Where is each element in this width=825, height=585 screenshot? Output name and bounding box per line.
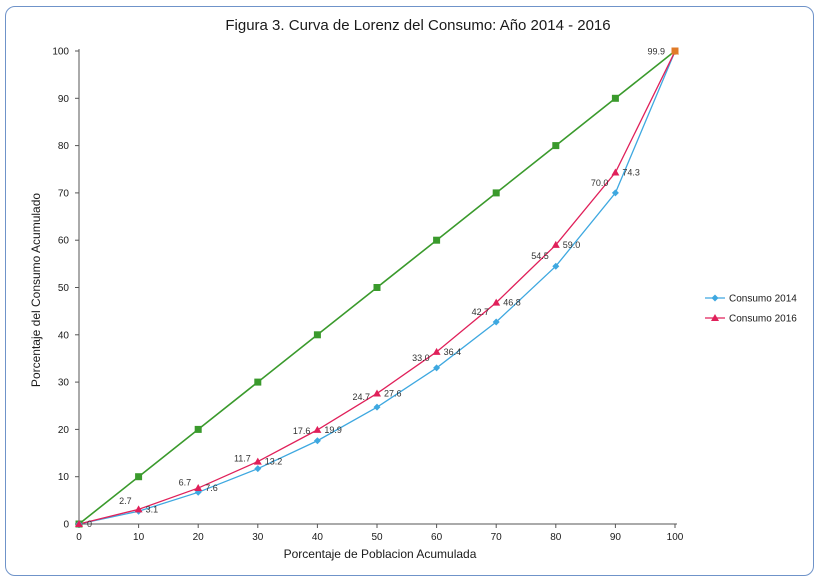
- data-label-2014: 42.7: [472, 307, 490, 317]
- series-2-point: [373, 389, 381, 397]
- series-2-point: [134, 505, 143, 513]
- x-tick-label: 90: [610, 532, 622, 543]
- y-tick-label: 40: [58, 330, 70, 341]
- data-label-2016: 27.6: [384, 388, 402, 398]
- chart-frame: [5, 6, 814, 576]
- data-label-2016: 13.2: [265, 457, 283, 467]
- data-label-2016: 74.3: [622, 168, 640, 178]
- data-label-2016: 7.6: [205, 483, 218, 493]
- data-label-2016: 19.9: [324, 425, 342, 435]
- series-2-point: [194, 484, 203, 492]
- series-1-point: [433, 364, 441, 372]
- series-0-point: [552, 142, 560, 150]
- y-tick-label: 70: [58, 188, 70, 199]
- series-2-point: [492, 298, 501, 306]
- series-0-point: [492, 189, 500, 197]
- series-2-point: [75, 520, 83, 527]
- x-tick-label: 70: [491, 532, 503, 543]
- data-labels: 0 2.7 6.7 11.7 17.6 24.7 33.0 42.7 54.5 70.0 99.9 3…: [87, 46, 665, 529]
- data-label-2016: 59.0: [563, 240, 581, 250]
- data-label-2014: 2.7: [119, 496, 132, 506]
- x-tick-label: 30: [252, 532, 264, 543]
- legend: Consumo 2014 Consumo 2016: [705, 294, 797, 325]
- y-tick-label: 0: [63, 520, 69, 531]
- data-label-2014: 11.7: [234, 454, 251, 464]
- data-label-2014: 24.7: [352, 392, 370, 402]
- series-0-point: [433, 236, 441, 244]
- series-2-point: [253, 457, 262, 465]
- y-axis-label: Porcentaje del Consumo Acumulado: [29, 193, 43, 387]
- series-2-point: [551, 240, 560, 248]
- series-1-point: [373, 403, 381, 411]
- series-2-point: [611, 168, 620, 176]
- legend-label: Consumo 2016: [729, 314, 797, 325]
- data-label-2014: 33.0: [412, 353, 430, 363]
- series-1-point: [313, 437, 321, 445]
- data-label-2014: 54.5: [531, 251, 549, 261]
- series-0-point: [373, 284, 381, 291]
- y-tick-label: 80: [58, 141, 70, 152]
- data-label-2016: 46.8: [503, 298, 521, 308]
- x-tick-label: 60: [431, 532, 443, 543]
- y-tick-label: 30: [58, 378, 70, 389]
- y-tick-label: 20: [58, 425, 70, 436]
- x-tick-label: 80: [550, 532, 562, 543]
- x-tick-label: 10: [133, 532, 145, 543]
- x-tick-label: 50: [371, 532, 383, 543]
- y-tick-label: 60: [58, 236, 70, 247]
- series-1-point: [552, 262, 560, 270]
- y-tick-label: 10: [58, 472, 70, 483]
- series-2-point: [671, 47, 679, 55]
- series-2-point: [432, 347, 441, 355]
- y-tick-label: 90: [58, 94, 70, 105]
- data-label-2014: 0: [87, 519, 92, 529]
- series-1-point: [492, 318, 500, 326]
- axes: 0 10 20 30 40 50 60 70 80 90 100 0 10 20 30 40 50 60 70 80 9…: [52, 47, 683, 544]
- series-0-point: [194, 425, 202, 433]
- legend-label: Consumo 2014: [729, 294, 797, 305]
- series-2-point: [313, 425, 322, 433]
- series-0-point: [254, 378, 262, 386]
- chart-title: Figura 3. Curva de Lorenz del Consumo: A…: [225, 17, 610, 34]
- data-label-2016: 3.1: [146, 504, 159, 514]
- x-tick-label: 40: [312, 532, 324, 543]
- x-axis-label: Porcentaje de Poblacion Acumulada: [284, 547, 477, 561]
- x-tick-label: 0: [76, 532, 82, 543]
- series-0-point: [135, 473, 143, 481]
- y-tick-label: 50: [58, 283, 70, 294]
- series-0-point: [611, 94, 619, 102]
- y-tick-label: 100: [52, 47, 69, 58]
- data-label-2014: 6.7: [179, 477, 192, 487]
- x-tick-label: 100: [667, 532, 684, 543]
- data-label-2014: 70.0: [591, 178, 609, 188]
- data-label-2014: 17.6: [293, 426, 311, 436]
- legend-marker: [711, 294, 719, 302]
- series-1-point: [254, 465, 262, 473]
- legend-marker: [711, 314, 719, 321]
- series-0-point: [313, 331, 321, 339]
- data-label-2016: 36.4: [444, 347, 462, 357]
- series-markers: [75, 47, 679, 528]
- series-1-point: [611, 189, 619, 197]
- data-label-2014: 99.9: [647, 46, 665, 56]
- x-tick-label: 20: [193, 532, 205, 543]
